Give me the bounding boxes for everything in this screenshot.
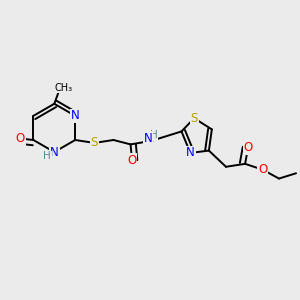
Text: CH₃: CH₃ [54, 82, 72, 93]
Text: N: N [50, 146, 59, 159]
Text: O: O [258, 163, 267, 176]
Text: O: O [128, 154, 137, 167]
Text: O: O [16, 132, 25, 145]
Text: O: O [243, 141, 253, 154]
Text: N: N [144, 132, 153, 145]
Text: S: S [91, 136, 98, 149]
Text: S: S [190, 112, 198, 125]
Text: H: H [43, 152, 51, 161]
Text: N: N [186, 146, 195, 159]
Text: H: H [150, 130, 158, 140]
Text: N: N [71, 109, 80, 122]
